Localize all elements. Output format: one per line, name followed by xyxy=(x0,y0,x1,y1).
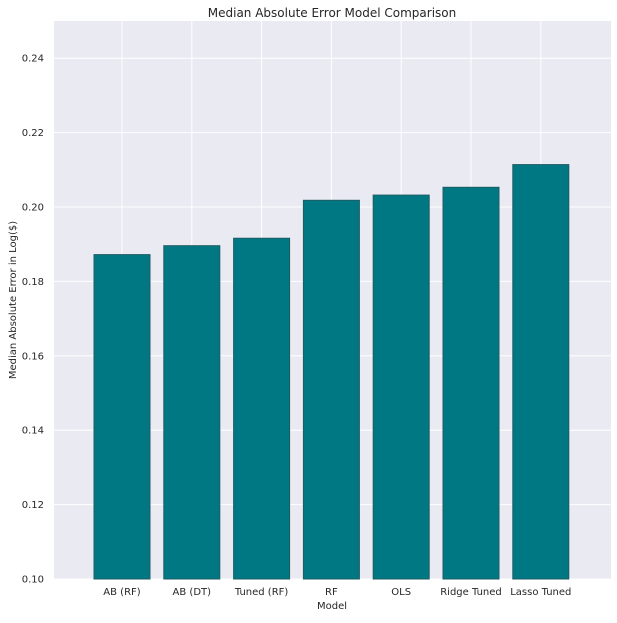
bar xyxy=(512,164,570,580)
y-axis-label: Median Absolute Error in Log($) xyxy=(8,221,19,379)
y-tick-label: 0.10 xyxy=(22,575,44,586)
x-tick-label: AB (DT) xyxy=(173,587,212,598)
x-axis-ticks: AB (RF) AB (DT) Tuned (RF) RF OLS Ridge Tuned… xyxy=(103,587,571,598)
y-axis-ticks: 0.10 0.12 0.14 0.16 0.18 0.20 0.22 0.24 xyxy=(22,54,44,586)
x-tick-label: Lasso Tuned xyxy=(510,587,571,598)
y-tick-label: 0.12 xyxy=(22,500,44,511)
y-tick-label: 0.18 xyxy=(22,277,44,288)
bar xyxy=(233,237,291,580)
chart-title: Median Absolute Error Model Comparison xyxy=(208,6,456,20)
x-tick-label: OLS xyxy=(391,587,411,598)
x-tick-label: RF xyxy=(325,587,338,598)
x-tick-label: AB (RF) xyxy=(103,587,140,598)
y-tick-label: 0.14 xyxy=(22,426,44,437)
bar xyxy=(372,194,430,580)
x-tick-label: Tuned (RF) xyxy=(234,587,289,598)
y-tick-label: 0.16 xyxy=(22,351,44,362)
bars xyxy=(93,164,570,580)
x-tick-label: Ridge Tuned xyxy=(440,587,502,598)
bar xyxy=(93,254,151,580)
x-axis-label: Model xyxy=(317,601,347,612)
y-tick-label: 0.20 xyxy=(22,203,44,214)
y-tick-label: 0.24 xyxy=(22,54,44,65)
bar xyxy=(442,186,500,580)
bar xyxy=(302,199,360,580)
bar xyxy=(163,245,221,580)
y-tick-label: 0.22 xyxy=(22,128,44,139)
